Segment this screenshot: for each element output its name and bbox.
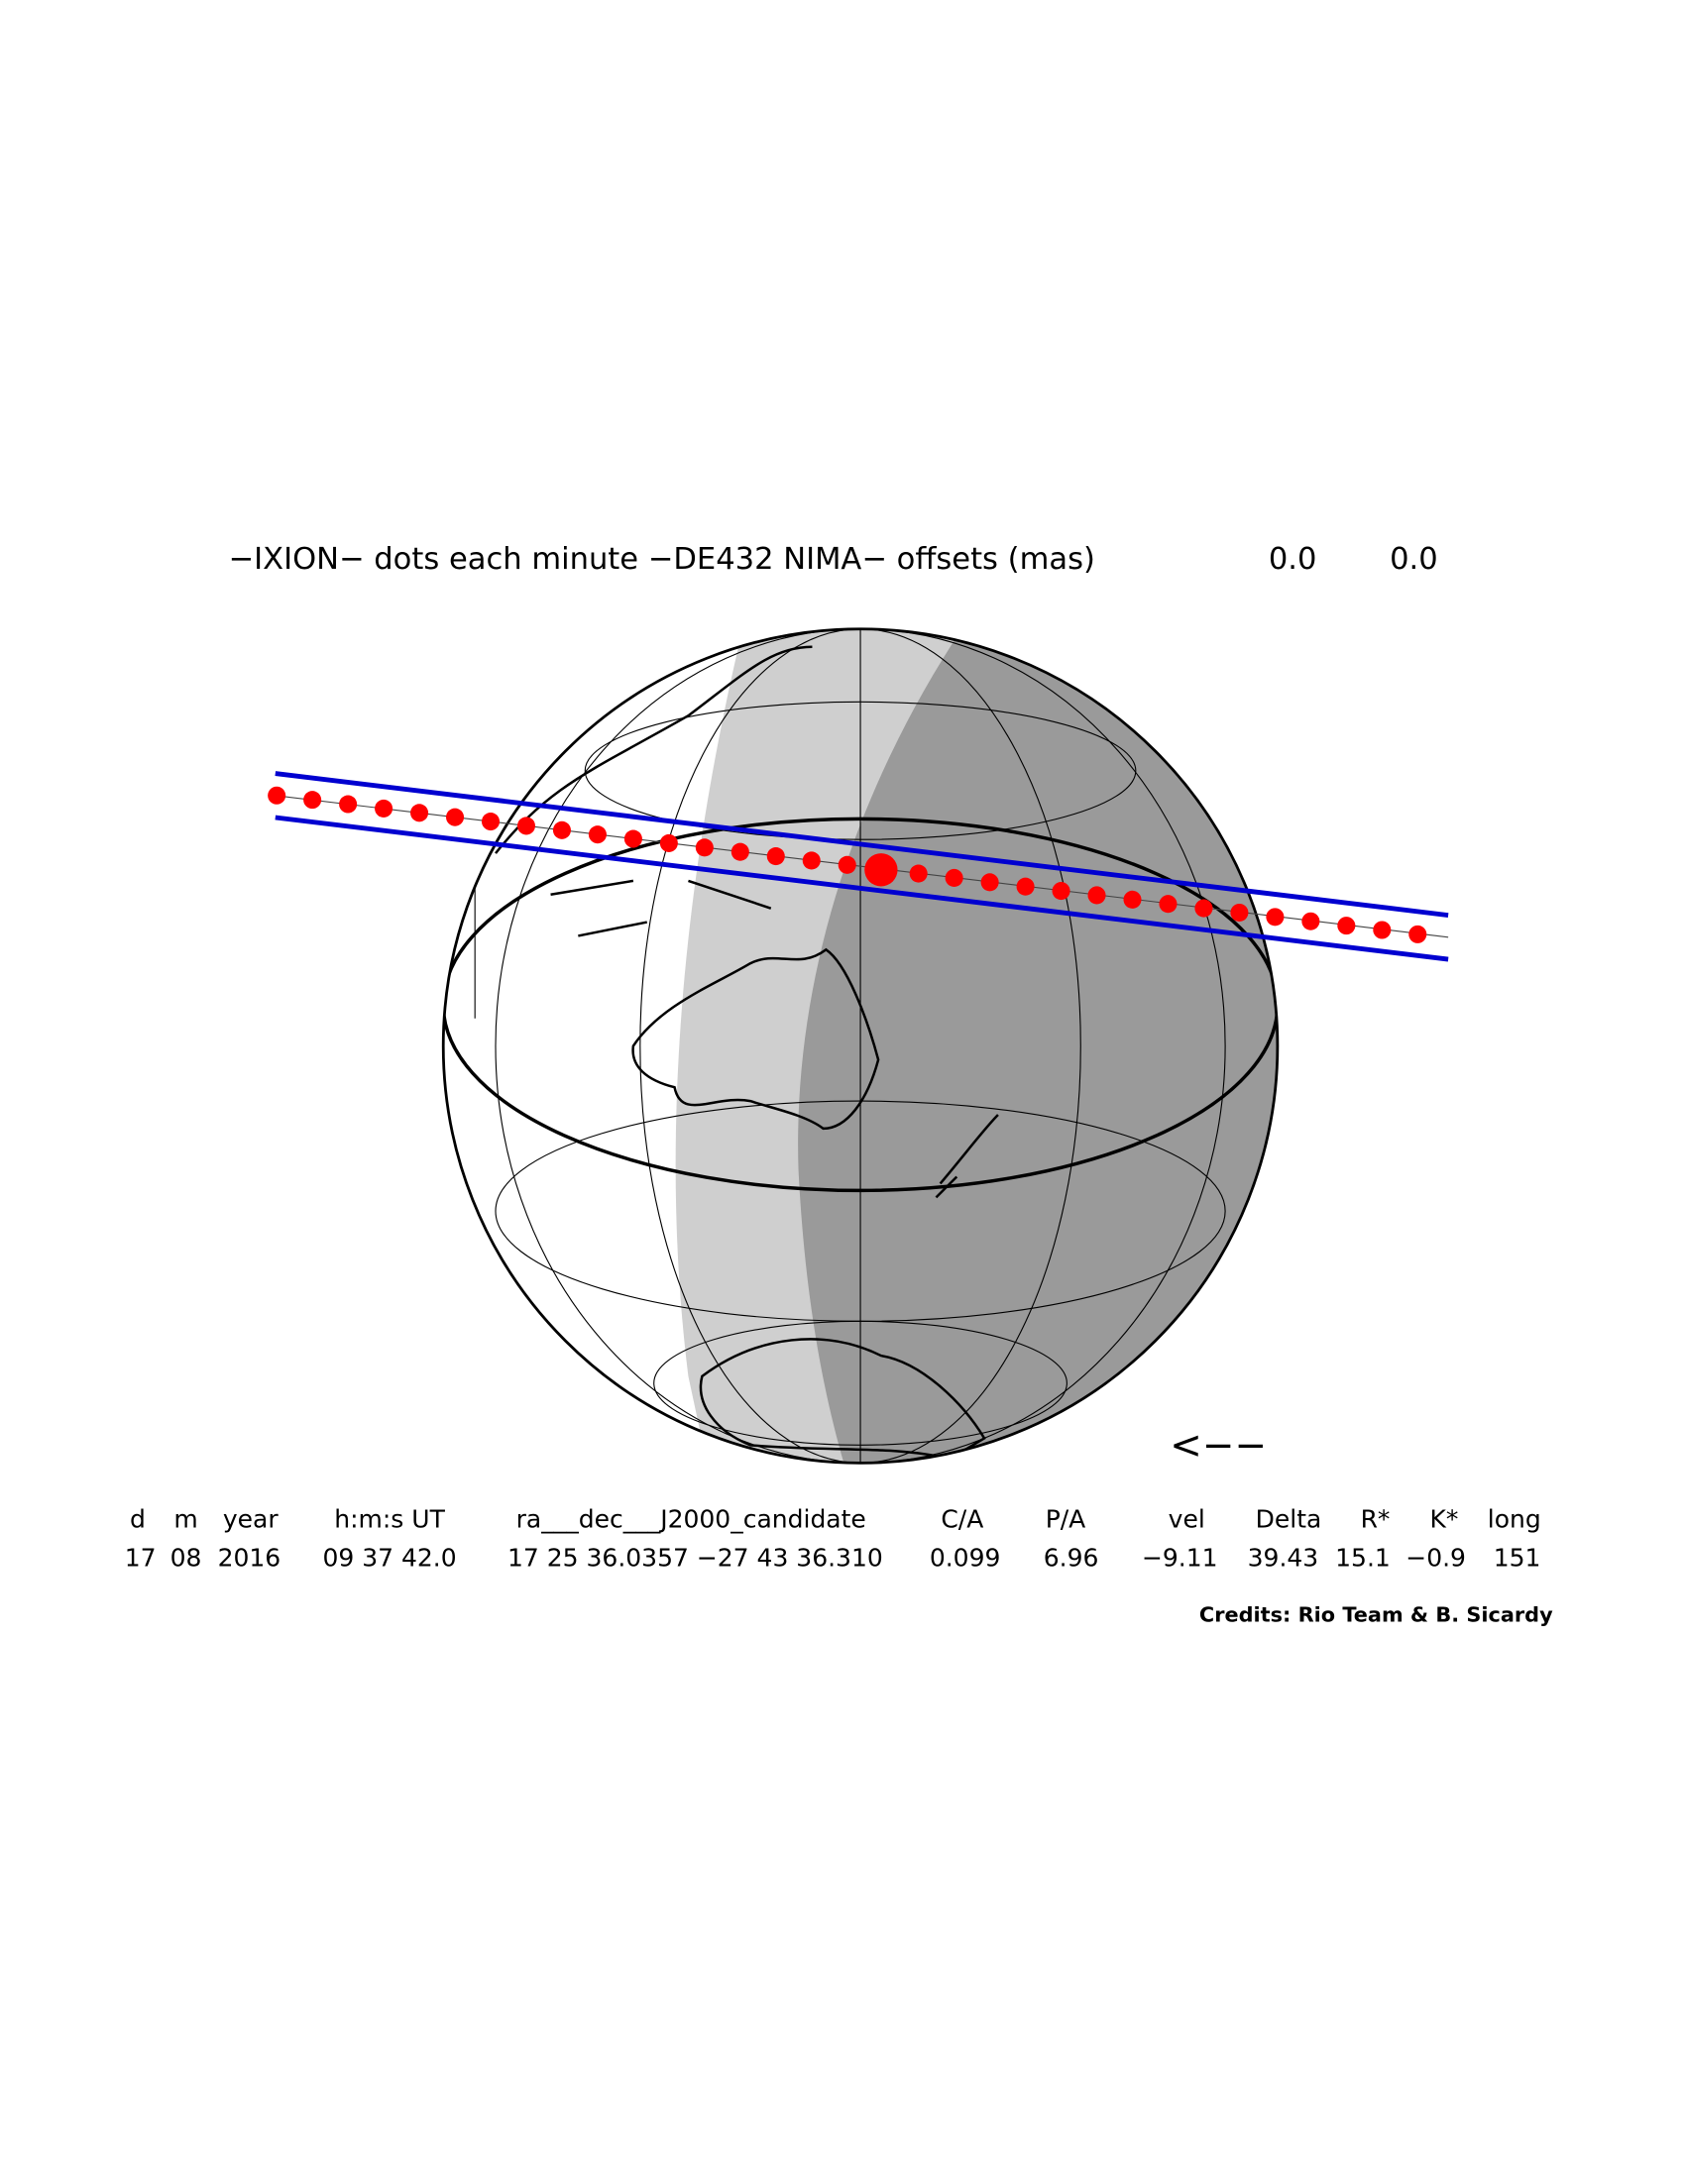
shadow-path xyxy=(268,771,1449,962)
minute-dot xyxy=(766,847,785,866)
closest-approach-dot xyxy=(864,853,898,887)
table-value: 17 xyxy=(125,1544,157,1573)
table-header: R* xyxy=(1361,1505,1391,1534)
minute-dot xyxy=(1301,912,1320,930)
minute-dot xyxy=(1230,903,1249,922)
table-header: vel xyxy=(1169,1505,1205,1534)
event-table: d m year h:m:s UT ra___dec___J2000_candidate… xyxy=(125,1505,1541,1573)
table-header: Delta xyxy=(1256,1505,1322,1534)
minute-dot xyxy=(446,808,465,826)
minute-dot xyxy=(1159,895,1178,914)
table-header: ra___dec___J2000_candidate xyxy=(516,1505,866,1534)
minute-dot xyxy=(909,864,928,883)
table-value: 0.099 xyxy=(930,1544,1001,1573)
table-header: K* xyxy=(1429,1505,1458,1534)
table-header: d xyxy=(130,1505,146,1534)
minute-dot xyxy=(623,829,642,848)
credits: Credits: Rio Team & B. Sicardy xyxy=(1199,1603,1553,1627)
minute-dot xyxy=(516,817,535,835)
globe xyxy=(443,628,1278,1464)
table-value: 09 37 42.0 xyxy=(322,1544,456,1573)
table-header: P/A xyxy=(1046,1505,1086,1534)
minute-dot xyxy=(1266,908,1285,927)
direction-arrow: <−− xyxy=(1170,1424,1267,1469)
table-value: −9.11 xyxy=(1142,1544,1218,1573)
table-value: 39.43 xyxy=(1248,1544,1319,1573)
offset-ra: 0.0 xyxy=(1269,542,1317,577)
minute-dot xyxy=(375,799,393,818)
minute-dot xyxy=(552,820,571,839)
table-value: 15.1 xyxy=(1335,1544,1391,1573)
minute-dot xyxy=(268,786,286,805)
table-header: long xyxy=(1488,1505,1541,1534)
minute-dot xyxy=(980,873,999,892)
table-header: h:m:s UT xyxy=(334,1505,445,1534)
table-header: m xyxy=(173,1505,197,1534)
minute-dot xyxy=(659,833,678,852)
table-value: 08 xyxy=(170,1544,202,1573)
minute-dot xyxy=(481,813,501,831)
minute-dot xyxy=(945,868,963,887)
table-value: 151 xyxy=(1494,1544,1541,1573)
minute-dot xyxy=(1016,877,1035,896)
minute-dot xyxy=(695,838,714,857)
minute-dot xyxy=(1123,890,1142,909)
table-header: C/A xyxy=(941,1505,983,1534)
minute-dot xyxy=(1337,917,1356,935)
minute-dot xyxy=(339,795,358,814)
minute-dot xyxy=(1194,899,1213,918)
table-value: 17 25 36.0357 −27 43 36.310 xyxy=(507,1544,883,1573)
table-value: −0.9 xyxy=(1405,1544,1466,1573)
minute-dot xyxy=(1408,925,1427,943)
offset-dec: 0.0 xyxy=(1390,542,1438,577)
minute-dot xyxy=(730,842,749,861)
minute-dot xyxy=(410,804,429,822)
table-value: 2016 xyxy=(218,1544,281,1573)
title: −IXION− dots each minute −DE432 NIMA− of… xyxy=(229,542,1095,577)
minute-dot xyxy=(802,851,821,870)
table-value: 6.96 xyxy=(1044,1544,1099,1573)
minute-dot xyxy=(1052,882,1070,901)
minute-dot xyxy=(303,791,322,810)
minute-dot xyxy=(1087,886,1106,905)
globe-limb xyxy=(441,627,1280,1465)
table-header: year xyxy=(223,1505,279,1534)
minute-dot xyxy=(588,825,607,844)
minute-dot xyxy=(838,855,856,874)
minute-dot xyxy=(1373,921,1392,939)
